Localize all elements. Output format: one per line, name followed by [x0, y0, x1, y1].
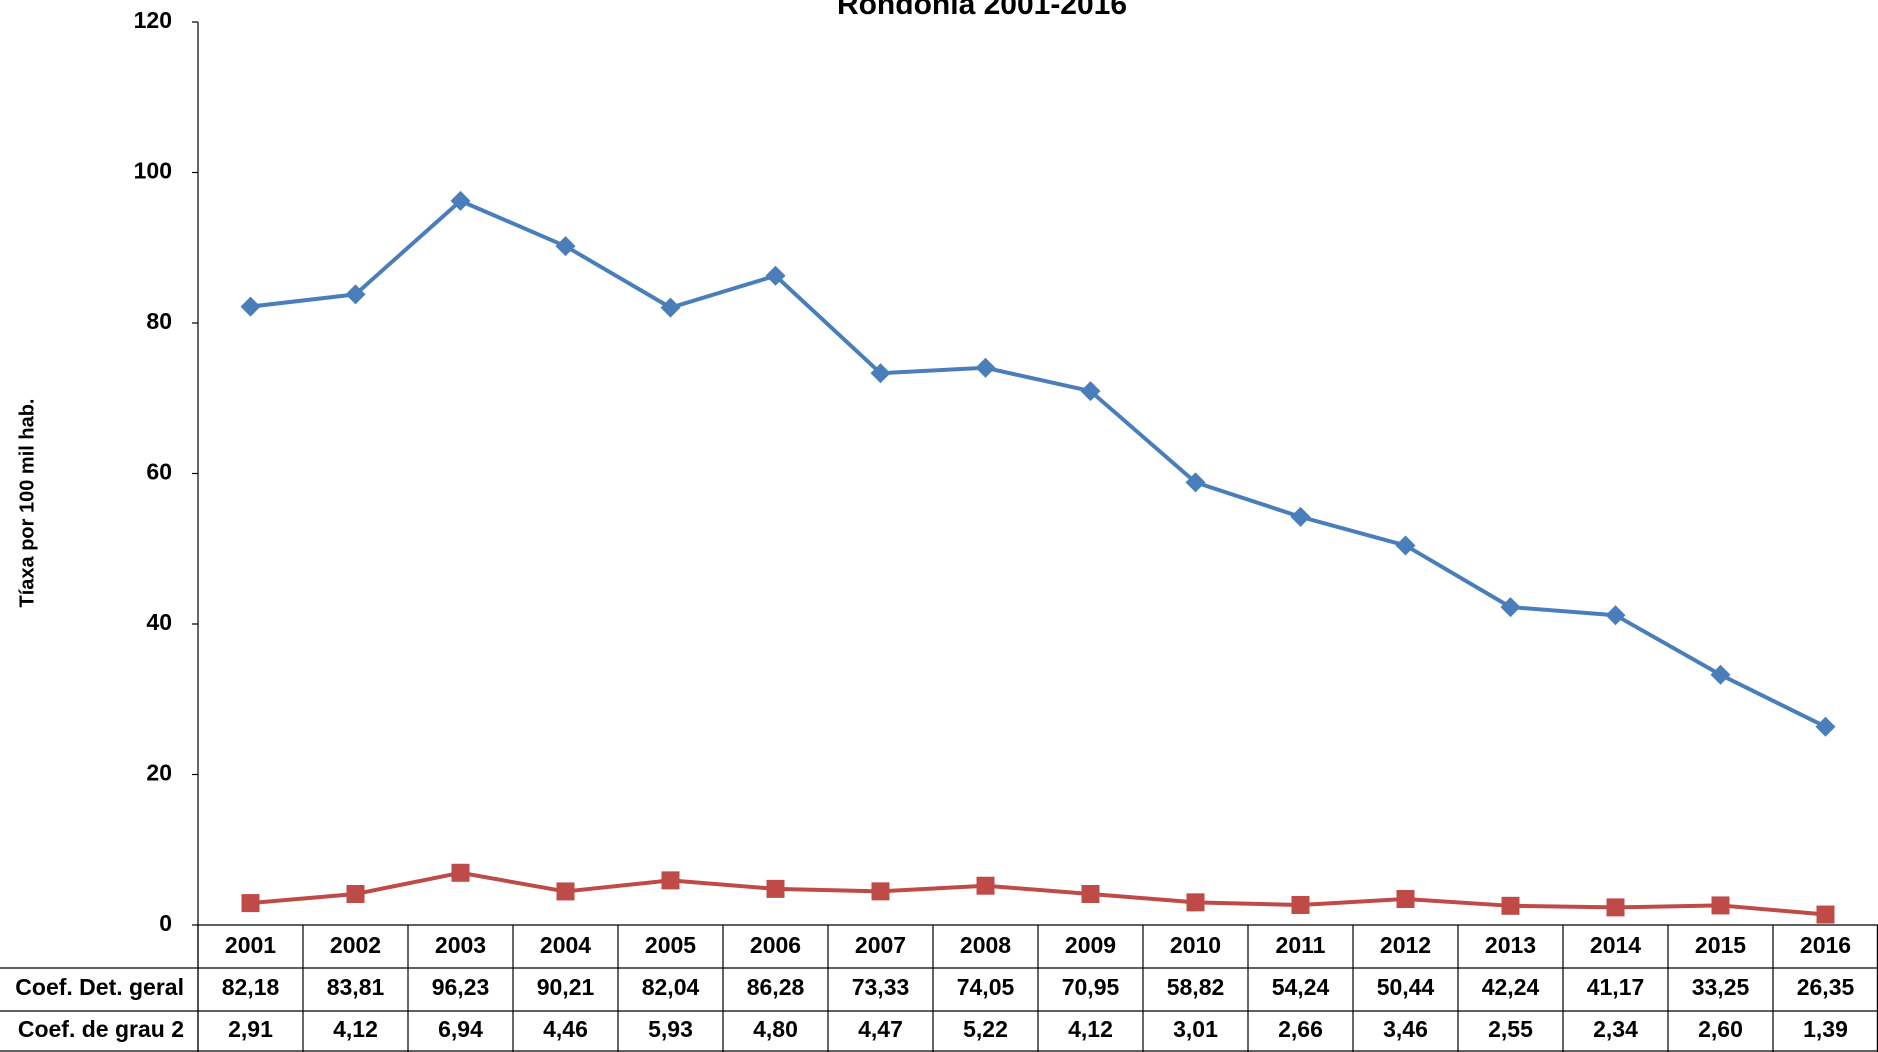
- marker: [346, 884, 365, 903]
- marker: [1290, 506, 1311, 527]
- table-value: 70,95: [1062, 974, 1120, 1000]
- x-tick-label: 2011: [1276, 932, 1326, 958]
- table-value: 5,93: [648, 1016, 693, 1042]
- table-value: 6,94: [438, 1016, 483, 1042]
- y-tick-label: 20: [146, 760, 172, 786]
- x-tick-label: 2006: [750, 932, 801, 958]
- marker: [1815, 716, 1836, 737]
- marker: [1816, 905, 1835, 924]
- x-tick-label: 2002: [330, 932, 381, 958]
- marker: [1500, 597, 1521, 618]
- table-value: 96,23: [432, 974, 490, 1000]
- table-value: 73,33: [852, 974, 910, 1000]
- table-value: 4,80: [753, 1016, 798, 1042]
- x-tick-label: 2015: [1695, 932, 1746, 958]
- x-tick-label: 2012: [1380, 932, 1431, 958]
- x-tick-label: 2003: [435, 932, 486, 958]
- marker: [1080, 381, 1101, 402]
- y-tick-label: 40: [146, 609, 172, 635]
- table-value: 82,18: [222, 974, 280, 1000]
- table-value: 4,12: [333, 1016, 378, 1042]
- x-tick-label: 2010: [1170, 932, 1221, 958]
- marker: [1291, 895, 1310, 914]
- marker: [451, 863, 470, 882]
- x-tick-label: 2005: [645, 932, 696, 958]
- marker: [1606, 898, 1625, 917]
- y-axis-label: Tíaxa por 100 mil hab.: [16, 399, 38, 608]
- table-value: 2,91: [228, 1016, 273, 1042]
- marker: [241, 894, 260, 913]
- table-value: 4,47: [858, 1016, 903, 1042]
- marker: [660, 297, 681, 318]
- chart-title: Rondônia 2001-2016: [837, 0, 1127, 21]
- marker: [556, 882, 575, 901]
- marker: [1081, 884, 1100, 903]
- table-value: 2,34: [1593, 1016, 1638, 1042]
- marker: [765, 265, 786, 286]
- marker: [240, 296, 261, 317]
- row-label: Coef. de grau 2: [18, 1016, 184, 1042]
- table-value: 83,81: [327, 974, 385, 1000]
- x-tick-label: 2013: [1485, 932, 1536, 958]
- y-tick-label: 120: [134, 7, 172, 33]
- marker: [766, 879, 785, 898]
- marker: [870, 363, 891, 384]
- table-value: 33,25: [1692, 974, 1750, 1000]
- y-tick-label: 80: [146, 308, 172, 334]
- table-value: 1,39: [1803, 1016, 1848, 1042]
- x-tick-label: 2004: [540, 932, 591, 958]
- marker: [661, 871, 680, 890]
- marker: [555, 236, 576, 257]
- series-line: [250, 870, 1826, 917]
- marker: [1605, 605, 1626, 626]
- series-line: [250, 198, 1827, 729]
- table-value: 5,22: [963, 1016, 1008, 1042]
- x-tick-label: 2009: [1065, 932, 1116, 958]
- marker: [450, 190, 471, 211]
- table-value: 26,35: [1797, 974, 1855, 1000]
- y-tick-label: 100: [134, 158, 172, 184]
- marker: [1185, 472, 1206, 493]
- marker: [345, 284, 366, 305]
- table-value: 41,17: [1587, 974, 1645, 1000]
- marker: [1396, 889, 1415, 908]
- marker: [1186, 893, 1205, 912]
- marker: [1711, 896, 1730, 915]
- y-tick-label: 0: [159, 910, 172, 936]
- marker: [976, 876, 995, 895]
- marker: [1501, 896, 1520, 915]
- table-value: 4,12: [1068, 1016, 1113, 1042]
- marker: [1710, 664, 1731, 685]
- marker: [975, 357, 996, 378]
- x-tick-label: 2016: [1800, 932, 1851, 958]
- table-value: 2,66: [1278, 1016, 1323, 1042]
- table-value: 58,82: [1167, 974, 1225, 1000]
- table-value: 90,21: [537, 974, 595, 1000]
- x-tick-label: 2008: [960, 932, 1011, 958]
- table-value: 74,05: [957, 974, 1015, 1000]
- table-value: 3,46: [1383, 1016, 1428, 1042]
- table-value: 42,24: [1482, 974, 1540, 1000]
- table-value: 86,28: [747, 974, 805, 1000]
- x-tick-label: 2007: [855, 932, 906, 958]
- marker: [1395, 535, 1416, 556]
- table-value: 3,01: [1173, 1016, 1218, 1042]
- table-value: 82,04: [642, 974, 700, 1000]
- x-tick-label: 2014: [1590, 932, 1641, 958]
- row-label: Coef. Det. geral: [15, 974, 184, 1000]
- table-value: 50,44: [1377, 974, 1435, 1000]
- y-tick-label: 60: [146, 459, 172, 485]
- marker: [871, 882, 890, 901]
- table-value: 4,46: [543, 1016, 588, 1042]
- table-value: 2,55: [1488, 1016, 1533, 1042]
- x-tick-label: 2001: [225, 932, 276, 958]
- table-value: 54,24: [1272, 974, 1330, 1000]
- table-value: 2,60: [1698, 1016, 1743, 1042]
